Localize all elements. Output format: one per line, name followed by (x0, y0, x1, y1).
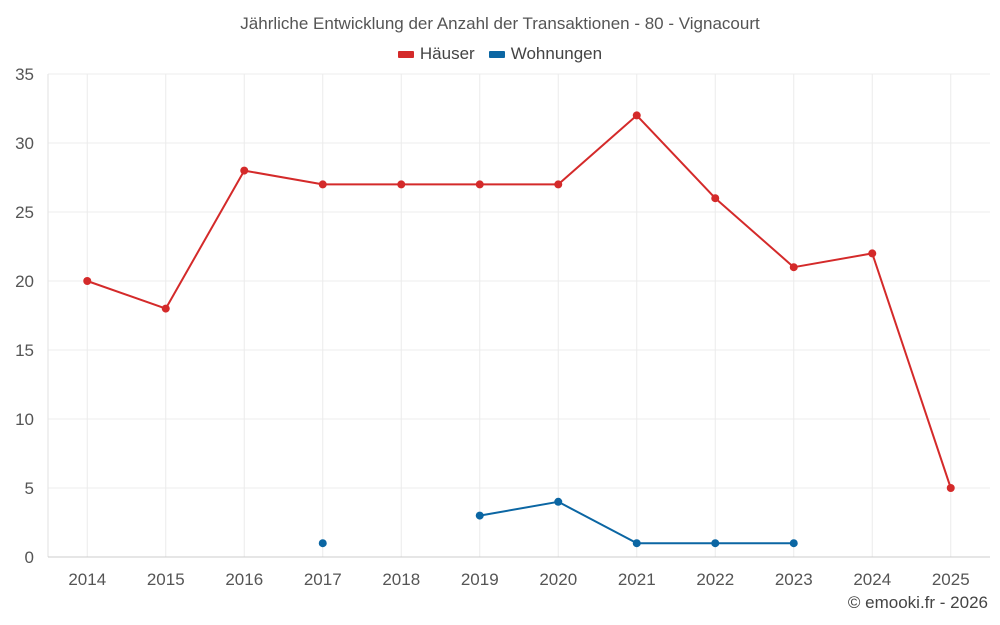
data-point-wohnungen-2017 (318, 539, 327, 548)
y-tick-label-30: 30 (15, 134, 34, 153)
legend-item-haeuser[interactable]: Häuser (397, 44, 475, 64)
x-tick-label-2020: 2020 (539, 570, 577, 589)
data-point-wohnungen-2019 (475, 511, 484, 520)
data-point-wohnungen-2020 (554, 497, 563, 506)
x-tick-label-2017: 2017 (304, 570, 342, 589)
y-tick-label-15: 15 (15, 341, 34, 360)
x-tick-label-2019: 2019 (461, 570, 499, 589)
legend-item-wohnungen[interactable]: Wohnungen (488, 44, 603, 64)
legend-label-wohnungen: Wohnungen (510, 44, 603, 63)
data-point-h-user-2016 (240, 166, 249, 175)
data-point-h-user-2018 (397, 180, 406, 189)
y-tick-label-25: 25 (15, 203, 34, 222)
data-point-wohnungen-2021 (632, 539, 641, 548)
y-tick-label-0: 0 (25, 548, 34, 567)
data-point-h-user-2021 (632, 111, 641, 120)
chart-title: Jährliche Entwicklung der Anzahl der Tra… (240, 14, 760, 33)
y-tick-label-20: 20 (15, 272, 34, 291)
data-point-h-user-2024 (868, 249, 877, 258)
series-layer (83, 111, 955, 548)
data-point-wohnungen-2022 (711, 539, 720, 548)
x-tick-label-2022: 2022 (696, 570, 734, 589)
series-line-h-user-0 (86, 114, 952, 489)
data-point-h-user-2020 (554, 180, 563, 189)
x-tick-label-2016: 2016 (225, 570, 263, 589)
x-tick-label-2014: 2014 (68, 570, 106, 589)
legend: Häuser Wohnungen (0, 44, 1000, 64)
data-point-h-user-2015 (161, 304, 170, 313)
x-tick-label-2024: 2024 (853, 570, 891, 589)
grid-layer (48, 73, 990, 557)
legend-label-haeuser: Häuser (419, 44, 475, 63)
data-point-h-user-2019 (475, 180, 484, 189)
credit-text: © emooki.fr - 2026 (847, 593, 988, 612)
x-tick-label-2023: 2023 (775, 570, 813, 589)
x-tick-label-2021: 2021 (618, 570, 656, 589)
legend-swatch-haeuser (397, 50, 414, 58)
x-tick-label-2015: 2015 (147, 570, 185, 589)
y-tick-label-35: 35 (15, 65, 34, 84)
x-tick-label-2018: 2018 (382, 570, 420, 589)
y-tick-label-10: 10 (15, 410, 34, 429)
data-point-wohnungen-2023 (789, 539, 798, 548)
data-point-h-user-2022 (711, 194, 720, 203)
legend-swatch-wohnungen (488, 50, 505, 58)
data-point-h-user-2023 (789, 263, 798, 272)
data-point-h-user-2025 (946, 484, 955, 492)
x-tick-label-2025: 2025 (932, 570, 970, 589)
data-point-h-user-2017 (318, 180, 327, 189)
y-tick-label-5: 5 (25, 479, 34, 498)
data-point-h-user-2014 (83, 277, 92, 285)
